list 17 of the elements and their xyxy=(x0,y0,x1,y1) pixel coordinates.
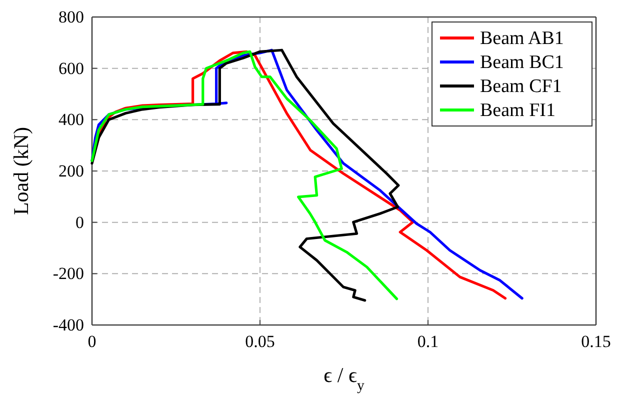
legend-label: Beam CF1 xyxy=(480,76,562,97)
x-tick-label: 0 xyxy=(88,332,96,352)
y-tick-label: 600 xyxy=(58,58,84,78)
legend-label: Beam BC1 xyxy=(480,52,564,73)
y-tick-label: 200 xyxy=(58,161,84,180)
x-tick-label: 0.05 xyxy=(245,332,275,352)
x-axis-title: ϵ / ϵ$_{y}$ xyxy=(324,363,365,394)
legend-label: Beam FI1 xyxy=(480,100,556,121)
y-tick-label: 800 xyxy=(58,7,84,26)
y-tick-label: -200 xyxy=(52,264,84,284)
x-tick-label: 0.15 xyxy=(581,332,611,352)
y-tick-label: 0 xyxy=(76,212,84,232)
x-tick-label: 0.1 xyxy=(417,332,439,352)
y-tick-label: 400 xyxy=(58,110,84,130)
y-axis-title: Load (kN) xyxy=(9,126,33,216)
legend-label: Beam AB1 xyxy=(480,28,564,49)
y-tick-label: -400 xyxy=(52,315,84,334)
